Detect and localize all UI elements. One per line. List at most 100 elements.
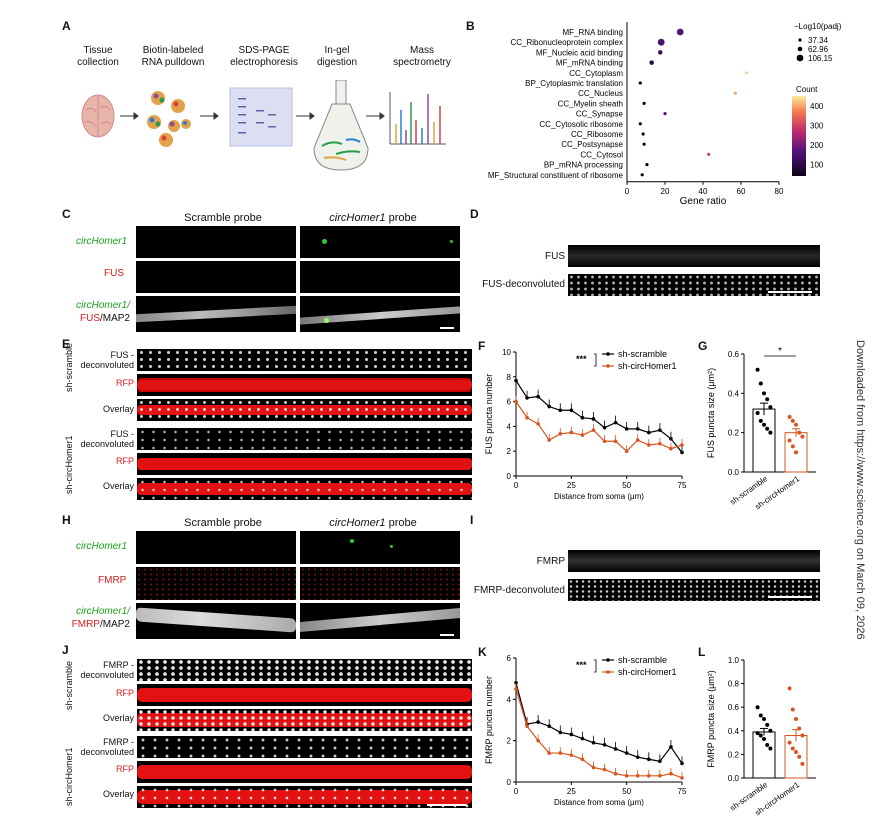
gF-legend-label-1: sh-circHomer1 bbox=[618, 361, 677, 371]
gK-significance: *** bbox=[576, 660, 587, 670]
gK-legend-label-1: sh-circHomer1 bbox=[618, 667, 677, 677]
step-mass-spectrometry: Mass spectrometry bbox=[393, 45, 451, 68]
h-probe-fmrp bbox=[300, 567, 460, 600]
d-fus-deconvoluted-image bbox=[568, 274, 820, 296]
dot-b-12 bbox=[707, 152, 711, 156]
dot-b-2 bbox=[657, 50, 663, 55]
legend-b-size-dot-2 bbox=[796, 54, 804, 62]
chart-l: 0.0 0.2 0.4 0.6 0.8 1.0 FMRP puncta size (μm²)… bbox=[706, 656, 816, 817]
gG-tick-label-y-2: 0.4 bbox=[728, 389, 740, 398]
mass-spectrum-icon bbox=[389, 92, 446, 145]
gF-point-1-7 bbox=[591, 428, 596, 432]
panel-c-row2-label: FUS bbox=[104, 268, 124, 279]
panel-letter-a: A bbox=[62, 19, 71, 33]
gG-dot-1-4 bbox=[800, 434, 805, 439]
dot-b-3 bbox=[649, 60, 654, 65]
panel-c-row3-label1: circHomer1/ bbox=[76, 300, 130, 311]
j2-rfp-label: RFP bbox=[116, 764, 134, 774]
gL-tick-label-y-2: 0.4 bbox=[728, 727, 740, 736]
tick-label-b-x-0: 0 bbox=[625, 187, 630, 196]
panel-h-row2-label: FMRP bbox=[98, 575, 127, 586]
step-tissue-collection: Tissue collection bbox=[77, 45, 119, 68]
gK-tick-label-y-2: 4 bbox=[507, 695, 512, 704]
gF-point-0-1 bbox=[525, 396, 529, 400]
category-label-b-11: CC_Postsynapse bbox=[561, 140, 623, 149]
gL-dot-0-1 bbox=[758, 713, 763, 718]
legend-b-size-dot-0 bbox=[798, 38, 802, 42]
gF-point-0-12 bbox=[647, 430, 651, 435]
gF-point-1-3 bbox=[547, 438, 551, 442]
gK-point-1-3 bbox=[547, 751, 551, 755]
gK-axis-title-x: Distance from soma (μm) bbox=[554, 798, 644, 807]
gF-legend-dot-0 bbox=[606, 352, 610, 356]
gL-dot-1-9 bbox=[800, 761, 805, 766]
category-label-b-6: CC_Nucleus bbox=[578, 89, 623, 98]
digestion-flask-icon bbox=[313, 80, 369, 171]
gF-point-1-8 bbox=[602, 439, 607, 444]
panel-d-row2-label: FUS-deconvoluted bbox=[482, 279, 565, 290]
gL-dot-0-5 bbox=[755, 731, 760, 736]
gK-point-0-9 bbox=[613, 747, 618, 751]
gL-dot-1-0 bbox=[787, 686, 792, 691]
gel-icon bbox=[229, 87, 293, 147]
panel-c-row3-label2: FUS/MAP2 bbox=[79, 313, 130, 324]
j1-fmrp-image bbox=[137, 659, 472, 681]
gK-axis-title-y: FMRP puncta number bbox=[484, 676, 494, 764]
dot-b-11 bbox=[642, 142, 646, 146]
gF-point-1-2 bbox=[536, 422, 540, 426]
e1-rfp-label: RFP bbox=[116, 378, 134, 388]
axis-title-b-x: Gene ratio bbox=[680, 196, 727, 207]
legend-b-color-tick-2: 200 bbox=[810, 141, 824, 150]
gL-dot-0-4 bbox=[768, 728, 773, 733]
gF-point-1-11 bbox=[635, 438, 640, 442]
panel-e-group2-label: sh-circHomer1 bbox=[64, 435, 74, 494]
gF-tick-label-x-0: 0 bbox=[514, 481, 519, 490]
category-label-b-1: CC_Ribonucleoprotein complex bbox=[510, 38, 623, 47]
j2-fmrp-label: FMRP -deconvoluted bbox=[80, 737, 134, 757]
gG-dot-1-5 bbox=[787, 438, 792, 443]
gG-dot-0-9 bbox=[768, 430, 773, 435]
panel-letter-c: C bbox=[62, 207, 71, 221]
legend-b-size-label-2: 106.15 bbox=[808, 54, 833, 63]
gG-dot-1-1 bbox=[790, 418, 795, 423]
gL-dot-0-3 bbox=[765, 722, 770, 727]
gK-point-1-14 bbox=[669, 771, 673, 776]
gG-dot-1-0 bbox=[787, 414, 792, 419]
gK-point-1-7 bbox=[591, 765, 596, 770]
e2-overlay-label: Overlay bbox=[102, 481, 134, 491]
gK-point-1-6 bbox=[580, 757, 585, 762]
tick-label-b-x-2: 40 bbox=[699, 187, 708, 196]
e1-rfp-image bbox=[137, 374, 472, 396]
e2-fus-label: FUS -deconvoluted bbox=[80, 429, 134, 449]
category-label-b-0: MF_RNA binding bbox=[563, 28, 623, 37]
gK-point-0-5 bbox=[569, 732, 574, 737]
gF-tick-label-x-2: 50 bbox=[622, 481, 631, 490]
category-label-b-12: CC_Cytosol bbox=[580, 150, 623, 159]
gL-dot-1-4 bbox=[800, 733, 805, 738]
dot-b-10 bbox=[641, 132, 645, 136]
gG-tick-label-y-3: 0.6 bbox=[728, 350, 740, 359]
gL-dot-1-8 bbox=[797, 754, 802, 759]
d-fus-image bbox=[568, 245, 820, 267]
gL-dot-0-8 bbox=[765, 742, 770, 747]
gF-point-0-8 bbox=[602, 425, 607, 430]
c-probe-circhomer1 bbox=[300, 226, 460, 258]
gF-point-1-14 bbox=[669, 446, 673, 451]
panel-letter-g: G bbox=[698, 339, 708, 353]
gF-tick-label-y-4: 8 bbox=[507, 373, 512, 382]
tick-label-b-x-3: 60 bbox=[737, 187, 746, 196]
gG-dot-1-7 bbox=[794, 450, 798, 455]
gK-legend-dot-0 bbox=[606, 658, 610, 662]
gF-point-0-4 bbox=[558, 408, 563, 413]
panel-d-row1-label: FUS bbox=[545, 251, 565, 262]
panel-letter-d: D bbox=[470, 207, 479, 221]
h-scramble-fmrp bbox=[136, 567, 296, 600]
dot-b-5 bbox=[638, 81, 642, 85]
gK-point-0-6 bbox=[580, 736, 585, 741]
gF-point-0-6 bbox=[580, 415, 585, 420]
dot-b-4 bbox=[745, 71, 749, 75]
gF-point-0-3 bbox=[547, 404, 551, 409]
category-label-b-14: MF_Structural constituent of ribosome bbox=[488, 171, 624, 180]
c-scramble-circhomer1 bbox=[136, 226, 296, 258]
